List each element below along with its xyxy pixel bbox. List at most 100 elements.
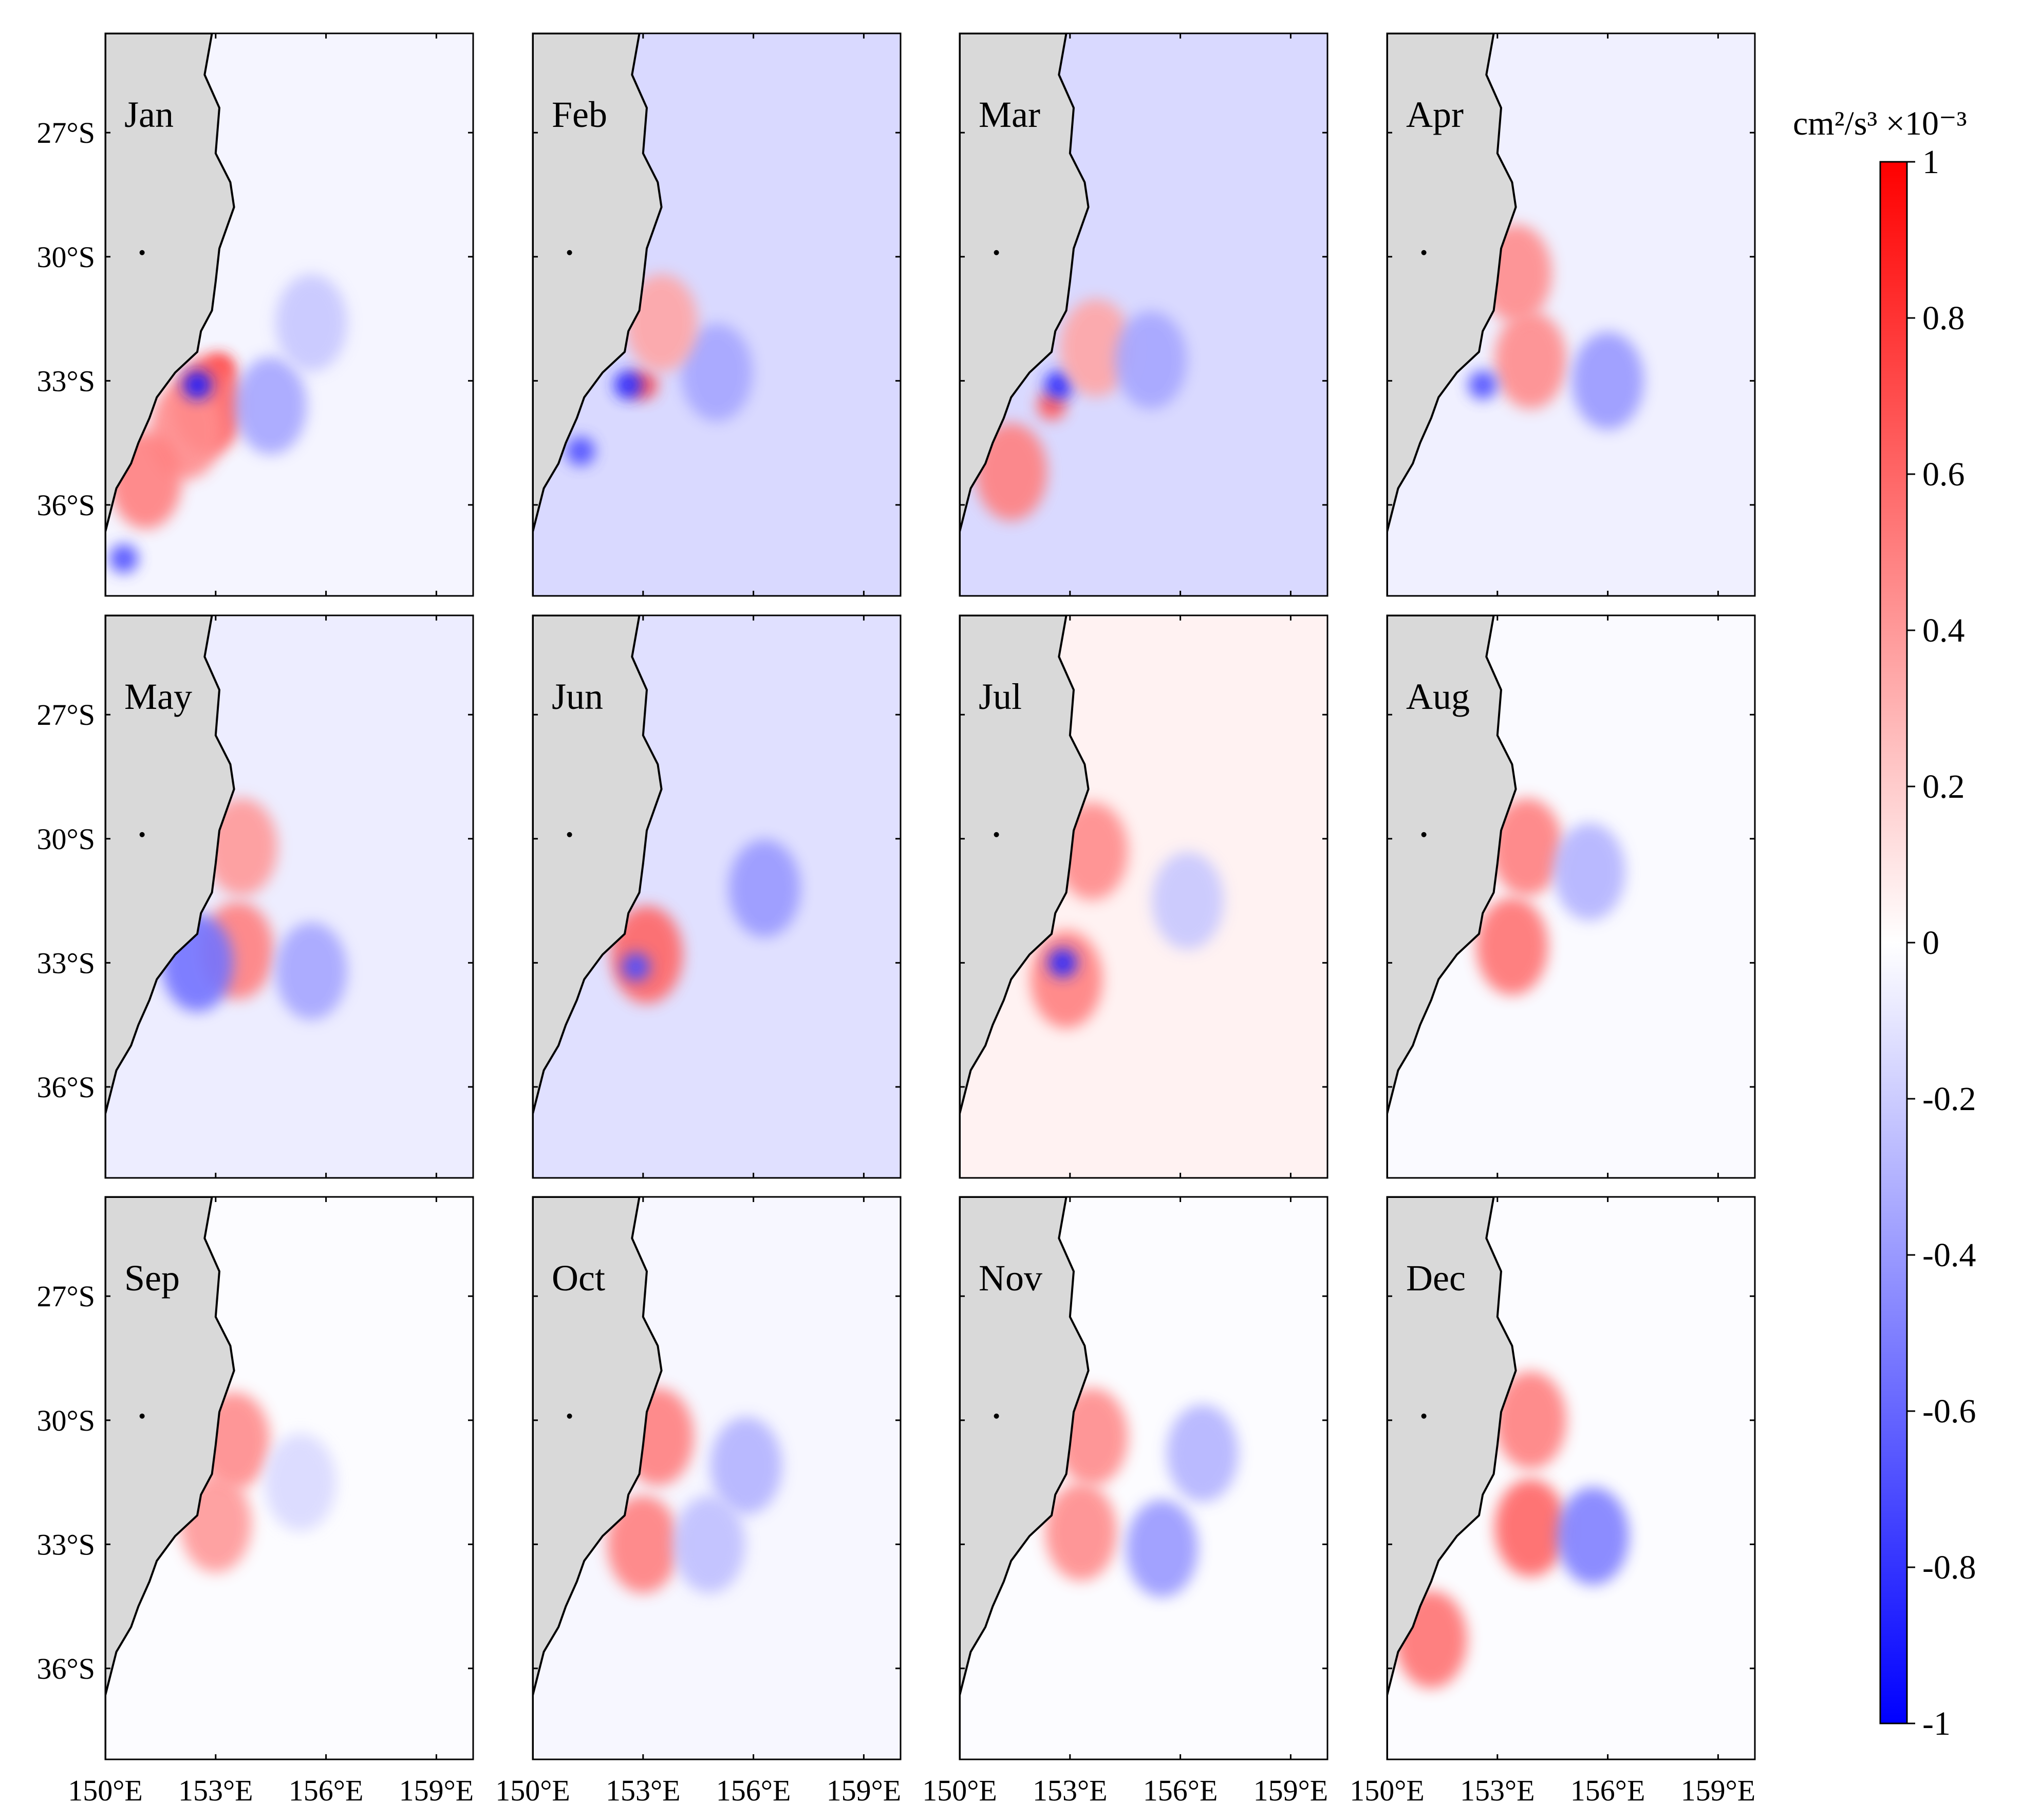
colorbar-tick-label: -0.2 bbox=[1922, 1080, 1976, 1118]
island-marker bbox=[994, 250, 999, 255]
island-marker bbox=[139, 832, 145, 837]
anomaly-blob bbox=[975, 423, 1047, 521]
anomaly-field bbox=[610, 839, 801, 1004]
island-marker bbox=[994, 1413, 999, 1419]
panel-frame bbox=[104, 1196, 474, 1760]
x-tick-label: 159°E bbox=[399, 1774, 474, 1807]
colorbar: cm²/s³ ×10⁻³ 1 0.8 0.6 0.4 0.2 0 -0.2 -0.4 -0.6 -… bbox=[1793, 105, 1976, 1742]
colorbar-tick-label: -0.4 bbox=[1922, 1236, 1976, 1274]
x-tick-label: 156°E bbox=[1143, 1774, 1218, 1807]
land-mass bbox=[960, 615, 1090, 1178]
panel-sep: Sep 27°S 30°S 33°S 36°S 150°E 153°E 156°E 159°E bbox=[37, 1196, 474, 1807]
land-mass bbox=[105, 615, 235, 1178]
anomaly-field bbox=[179, 1392, 336, 1573]
land-mass bbox=[1387, 615, 1517, 1178]
panel-frame bbox=[532, 614, 902, 1179]
anomaly-blob bbox=[205, 798, 277, 896]
y-tick-label: 30°S bbox=[37, 822, 95, 856]
y-tick-label: 33°S bbox=[37, 1528, 95, 1561]
panel-frame bbox=[959, 32, 1328, 597]
panel-frame bbox=[532, 32, 902, 597]
land-mass bbox=[105, 1197, 235, 1759]
land-mass bbox=[960, 33, 1090, 596]
month-label: Jun bbox=[552, 676, 603, 717]
island-marker bbox=[994, 832, 999, 837]
anomaly-blob bbox=[275, 922, 347, 1020]
anomaly-blob bbox=[1126, 1499, 1198, 1598]
island-marker bbox=[567, 832, 572, 837]
anomaly-blob bbox=[109, 544, 138, 573]
x-tick-label: 159°E bbox=[1681, 1774, 1756, 1807]
anomaly-blob bbox=[621, 952, 650, 982]
colorbar-tick-label: -1 bbox=[1922, 1705, 1951, 1742]
anomaly-blob bbox=[1491, 798, 1563, 896]
month-label: Feb bbox=[552, 94, 607, 135]
panel-aug: Aug bbox=[1386, 614, 1756, 1179]
anomaly-blob bbox=[566, 437, 595, 466]
x-tick-label: 153°E bbox=[606, 1774, 681, 1807]
month-label: Mar bbox=[979, 94, 1040, 135]
land-mass bbox=[1387, 1197, 1517, 1759]
island-marker bbox=[139, 250, 145, 255]
x-tick-label: 156°E bbox=[716, 1774, 791, 1807]
x-tick-label: 156°E bbox=[1570, 1774, 1645, 1807]
x-tick-label: 150°E bbox=[68, 1774, 143, 1807]
panel-may: May 27°S 30°S 33°S 36°S bbox=[37, 614, 474, 1179]
y-tick-label: 36°S bbox=[37, 1071, 95, 1104]
anomaly-blob bbox=[1494, 1371, 1567, 1469]
anomaly-blob bbox=[614, 370, 643, 400]
island-marker bbox=[1421, 832, 1427, 837]
anomaly-blob bbox=[681, 324, 753, 422]
y-tick-label: 36°S bbox=[37, 489, 95, 522]
x-tick-label: 150°E bbox=[1350, 1774, 1425, 1807]
month-label: Aug bbox=[1406, 676, 1470, 717]
land-mass bbox=[105, 33, 235, 596]
panel-nov: Nov 150°E 153°E 156°E 159°E bbox=[922, 1196, 1328, 1807]
panel-apr: Apr bbox=[1386, 32, 1756, 597]
island-marker bbox=[1421, 250, 1427, 255]
panel-frame bbox=[104, 614, 474, 1179]
colorbar-ticks: 1 0.8 0.6 0.4 0.2 0 -0.2 -0.4 -0.6 -0.8 -1 bbox=[1907, 143, 1976, 1742]
month-label: Apr bbox=[1406, 94, 1464, 135]
anomaly-field bbox=[161, 798, 347, 1020]
panel-frame bbox=[1386, 1196, 1756, 1760]
colorbar-tick-label: -0.8 bbox=[1922, 1549, 1976, 1586]
colorbar-gradient bbox=[1879, 161, 1908, 1724]
x-tick-label: 156°E bbox=[289, 1774, 364, 1807]
y-tick-label: 30°S bbox=[37, 240, 95, 274]
month-label: Jan bbox=[124, 94, 174, 135]
anomaly-blob bbox=[1166, 1404, 1239, 1503]
anomaly-blob bbox=[607, 1495, 679, 1593]
panel-feb: Feb bbox=[532, 32, 902, 597]
y-tick-label: 33°S bbox=[37, 364, 95, 398]
land-mass bbox=[533, 1197, 663, 1759]
y-tick-label: 33°S bbox=[37, 946, 95, 980]
x-tick-label: 150°E bbox=[495, 1774, 570, 1807]
anomaly-blob bbox=[625, 274, 698, 372]
anomaly-blob bbox=[1045, 1483, 1117, 1581]
land-mass bbox=[533, 33, 663, 596]
anomaly-blob bbox=[1151, 852, 1224, 950]
month-label: Oct bbox=[552, 1258, 605, 1299]
panel-oct: Oct 150°E 153°E 156°E 159°E bbox=[495, 1196, 902, 1807]
anomaly-blob bbox=[1030, 930, 1102, 1028]
panel-frame bbox=[959, 1196, 1328, 1760]
x-tick-label: 153°E bbox=[178, 1774, 253, 1807]
month-label: Jul bbox=[979, 676, 1022, 717]
anomaly-field bbox=[1476, 798, 1625, 996]
anomaly-blob bbox=[1494, 311, 1567, 409]
panel-frame bbox=[104, 32, 474, 597]
y-tick-label: 36°S bbox=[37, 1652, 95, 1685]
land-mass bbox=[960, 1197, 1090, 1759]
anomaly-blob bbox=[728, 839, 801, 937]
anomaly-blob bbox=[183, 370, 212, 400]
x-tick-label: 150°E bbox=[922, 1774, 997, 1807]
colorbar-tick-label: 0.6 bbox=[1922, 456, 1965, 493]
colorbar-title: cm²/s³ ×10⁻³ bbox=[1793, 105, 1967, 142]
colorbar-tick-label: 0.8 bbox=[1922, 299, 1965, 337]
anomaly-field bbox=[1045, 1387, 1239, 1598]
y-tick-label: 27°S bbox=[37, 116, 95, 149]
panel-mar: Mar bbox=[959, 32, 1328, 597]
x-tick-label: 153°E bbox=[1033, 1774, 1108, 1807]
